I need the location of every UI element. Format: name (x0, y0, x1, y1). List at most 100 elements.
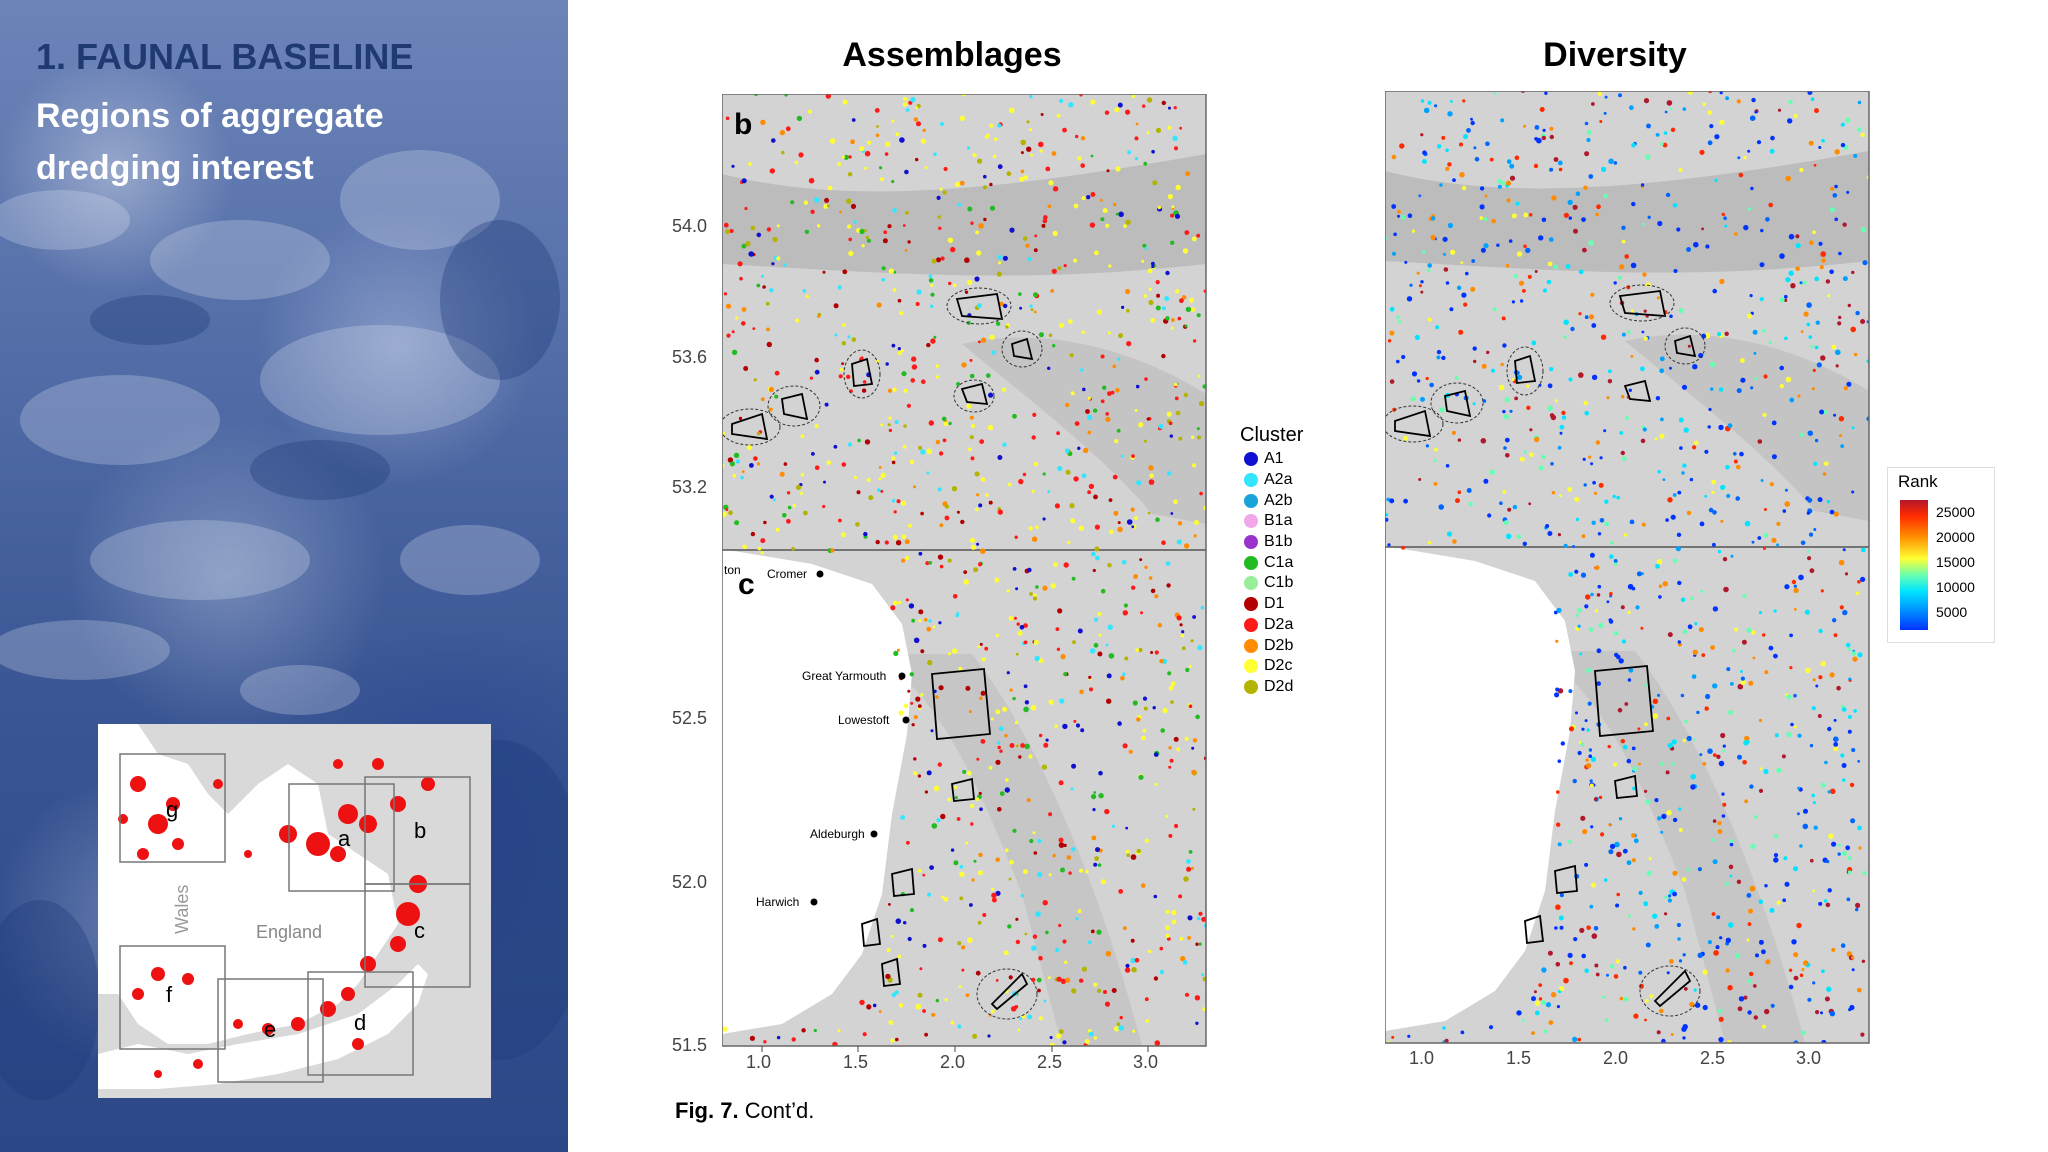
sample-point (1604, 1018, 1609, 1023)
sample-point (1561, 410, 1566, 415)
sample-point (903, 424, 907, 428)
sample-point (1072, 640, 1076, 645)
sample-point (862, 1032, 867, 1037)
sample-point (970, 221, 974, 225)
sample-point (1045, 738, 1049, 742)
sample-point (748, 162, 752, 166)
sample-point (1640, 366, 1645, 372)
sample-point (1148, 299, 1154, 306)
sample-point (1711, 912, 1716, 916)
sample-point (1835, 364, 1839, 368)
sample-point (1458, 329, 1464, 335)
sample-point (1698, 627, 1704, 633)
sample-point (1452, 178, 1456, 182)
rank-legend-title: Rank (1898, 472, 1938, 491)
sample-point (1761, 1024, 1767, 1029)
england-label: England (256, 922, 322, 942)
sample-point (1810, 97, 1815, 101)
sample-point (878, 1010, 882, 1013)
sample-point (1470, 117, 1473, 121)
sample-point (1554, 399, 1558, 403)
sample-point (1389, 498, 1395, 504)
sample-point (927, 892, 932, 897)
sample-point (1142, 243, 1147, 248)
sample-point (1660, 761, 1665, 766)
sample-point (1578, 312, 1582, 316)
sample-point (1736, 879, 1742, 884)
sample-point (924, 1032, 928, 1037)
sample-point (1048, 333, 1053, 338)
sample-point (1715, 945, 1720, 950)
sample-point (1803, 960, 1809, 966)
sample-point (1638, 890, 1643, 896)
sample-point (926, 770, 932, 776)
sample-point (1081, 196, 1086, 200)
sample-point (1739, 451, 1744, 457)
sample-point (1607, 744, 1611, 749)
sample-point (1581, 217, 1586, 222)
sample-point (1195, 714, 1200, 720)
sample-point (875, 133, 880, 138)
sample-point (1158, 423, 1164, 429)
sample-point (1599, 120, 1603, 123)
sample-point (1668, 959, 1674, 964)
sample-point (842, 269, 848, 275)
sample-point (1820, 1011, 1823, 1015)
sample-point (1400, 214, 1406, 220)
sample-point (825, 94, 831, 99)
sample-point (1095, 555, 1100, 561)
sample-point (1750, 386, 1754, 390)
sample-point (1154, 782, 1158, 786)
sample-point (1687, 344, 1691, 348)
sample-point (880, 472, 886, 478)
sample-point (1094, 617, 1099, 622)
sample-point (1547, 261, 1553, 267)
sample-point (1387, 543, 1391, 547)
legend-swatch (1244, 638, 1258, 653)
sample-point (1682, 738, 1686, 743)
sample-point (1800, 540, 1806, 546)
sample-point (911, 364, 918, 370)
sample-point (776, 224, 780, 228)
sample-point (1043, 999, 1047, 1003)
place-marker (898, 672, 906, 680)
sample-point (1741, 639, 1747, 645)
sample-point (1057, 465, 1063, 472)
sample-point (1743, 155, 1747, 160)
sample-point (940, 122, 944, 126)
sample-point (995, 709, 1001, 715)
sample-point (1681, 877, 1687, 882)
sample-point (1089, 222, 1096, 228)
sample-point (1523, 450, 1527, 454)
sample-point (965, 993, 970, 998)
sample-point (1748, 908, 1753, 914)
sample-point (999, 749, 1003, 753)
sample-point (1081, 473, 1087, 479)
sample-point (1202, 976, 1206, 982)
sample-point (995, 979, 999, 982)
sample-point (1726, 493, 1731, 499)
sample-point (944, 998, 948, 1002)
sample-point (938, 685, 944, 691)
sample-point (1002, 255, 1008, 261)
sample-point (1015, 939, 1021, 945)
sample-point (1730, 682, 1734, 686)
sample-point (1068, 319, 1073, 324)
sample-point (939, 523, 944, 528)
sample-point (898, 710, 904, 716)
sample-point (1176, 747, 1181, 752)
sample-point (1023, 869, 1028, 875)
sample-point (769, 168, 775, 174)
sample-point (1596, 593, 1601, 597)
sample-point (725, 508, 729, 511)
sample-point (1692, 445, 1697, 450)
sample-point (1734, 232, 1738, 236)
sample-point (1621, 239, 1626, 244)
sample-point (791, 546, 795, 551)
sample-point (1824, 996, 1830, 1002)
sample-point (795, 318, 800, 323)
sample-point (962, 769, 967, 774)
sample-point (980, 337, 987, 343)
sample-point (1028, 754, 1033, 759)
sample-point (1613, 161, 1618, 165)
